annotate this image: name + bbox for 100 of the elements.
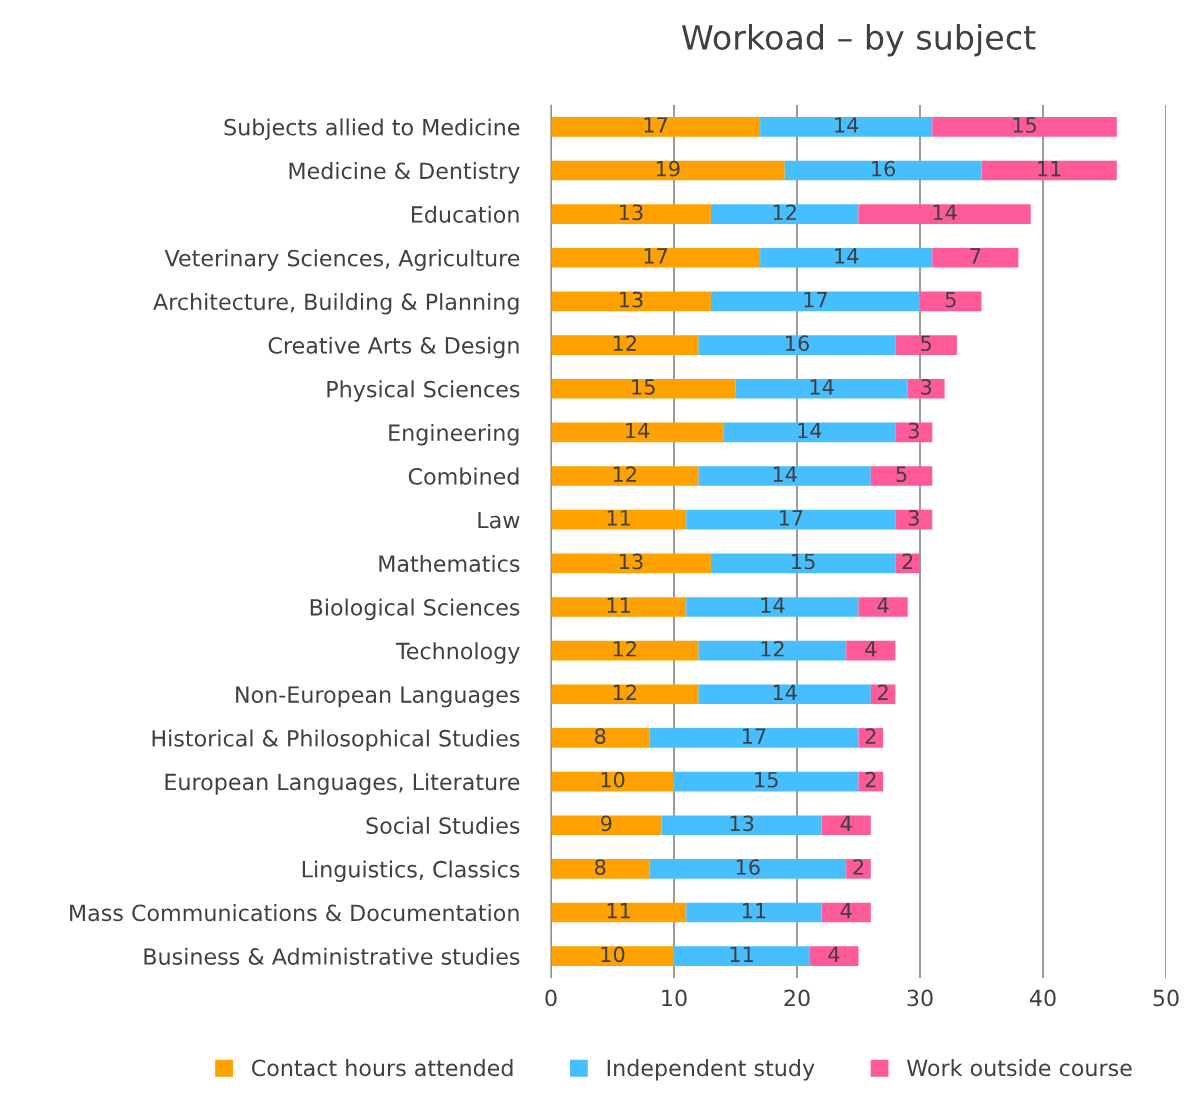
y-tick-label: Social Studies bbox=[366, 816, 520, 834]
data-label: 14 bbox=[835, 248, 859, 264]
y-tick-label: Technology bbox=[395, 642, 520, 664]
x-tick-label: 30 bbox=[907, 989, 933, 1007]
data-label: 11 bbox=[730, 946, 753, 962]
legend-label: Contact hours attended bbox=[251, 1059, 513, 1077]
bar bbox=[846, 859, 871, 879]
data-label: 5 bbox=[896, 466, 907, 483]
bar bbox=[661, 815, 822, 836]
bar bbox=[858, 597, 908, 617]
data-label: 12 bbox=[761, 640, 784, 657]
data-label: 11 bbox=[607, 597, 630, 613]
data-label: 17 bbox=[804, 291, 827, 308]
data-label: 8 bbox=[594, 728, 606, 744]
bar bbox=[551, 771, 674, 792]
data-label: 8 bbox=[594, 859, 606, 875]
y-tick-label: Linguistics, Classics bbox=[302, 860, 520, 882]
bar bbox=[858, 204, 1031, 224]
bar bbox=[698, 466, 871, 486]
data-label: 17 bbox=[644, 117, 668, 133]
data-label: 2 bbox=[878, 684, 888, 701]
x-tick-label: 10 bbox=[662, 989, 687, 1007]
data-label: 14 bbox=[773, 684, 797, 701]
bar bbox=[760, 247, 933, 268]
bar bbox=[920, 291, 982, 312]
data-label: 12 bbox=[613, 684, 636, 701]
data-label: 3 bbox=[908, 422, 919, 439]
legend-label: Work outside course bbox=[906, 1059, 1132, 1077]
data-label: 15 bbox=[1013, 117, 1036, 133]
data-label: 11 bbox=[607, 510, 630, 526]
bar bbox=[674, 771, 859, 792]
bar bbox=[932, 117, 1117, 137]
bar bbox=[858, 728, 884, 748]
y-tick-label: Engineering bbox=[389, 423, 519, 446]
data-label: 12 bbox=[613, 335, 636, 351]
bar bbox=[551, 204, 711, 224]
bar bbox=[551, 291, 711, 312]
chart-title: Workoad – by subject bbox=[681, 24, 1036, 57]
data-label: 9 bbox=[601, 815, 612, 832]
y-tick-label: Creative Arts & Design bbox=[268, 336, 519, 359]
data-label: 4 bbox=[877, 597, 889, 613]
bar bbox=[551, 422, 724, 443]
data-label: 12 bbox=[613, 640, 636, 657]
x-tick-label: 0 bbox=[545, 989, 557, 1007]
y-tick-label: Physical Sciences bbox=[327, 380, 520, 402]
bar bbox=[821, 902, 871, 923]
bar bbox=[710, 553, 896, 574]
data-label: 15 bbox=[632, 379, 655, 395]
y-tick-label: Non-European Languages bbox=[236, 686, 520, 708]
data-label: 2 bbox=[902, 553, 913, 570]
data-label: 15 bbox=[755, 772, 778, 788]
data-label: 15 bbox=[792, 553, 815, 570]
data-label: 2 bbox=[853, 859, 864, 875]
bar bbox=[870, 466, 933, 486]
data-label: 17 bbox=[742, 728, 766, 744]
y-tick-label: Law bbox=[478, 511, 520, 529]
data-label: 14 bbox=[933, 204, 957, 220]
bar bbox=[760, 117, 933, 137]
data-label: 4 bbox=[840, 815, 852, 831]
legend-label: Independent study bbox=[607, 1059, 815, 1081]
data-label: 3 bbox=[908, 509, 919, 526]
bar bbox=[551, 466, 699, 486]
y-tick-label: Architecture, Building & Planning bbox=[153, 292, 519, 315]
y-tick-label: European Languages, Literature bbox=[165, 773, 520, 795]
data-label: 11 bbox=[607, 903, 630, 919]
data-label: 5 bbox=[921, 335, 931, 352]
x-tick-label: 20 bbox=[784, 989, 810, 1007]
data-label: 10 bbox=[601, 946, 625, 963]
data-label: 11 bbox=[1038, 161, 1061, 177]
data-label: 13 bbox=[730, 815, 754, 832]
bar bbox=[723, 422, 896, 443]
data-label: 13 bbox=[619, 291, 643, 308]
x-tick-label: 40 bbox=[1029, 989, 1056, 1007]
data-label: 13 bbox=[619, 553, 643, 570]
y-tick-label: Historical & Philosophical Studies bbox=[152, 729, 520, 751]
data-label: 14 bbox=[761, 597, 785, 613]
bar bbox=[735, 378, 908, 399]
bar bbox=[551, 728, 650, 748]
bar bbox=[551, 553, 711, 574]
bar bbox=[698, 335, 896, 355]
bar bbox=[649, 859, 847, 879]
bar bbox=[907, 378, 945, 399]
y-tick-label: Combined bbox=[408, 467, 519, 485]
y-tick-label: Business & Administrative studies bbox=[144, 947, 520, 965]
bar bbox=[551, 902, 687, 923]
data-label: 19 bbox=[656, 160, 680, 177]
data-label: 14 bbox=[626, 422, 650, 439]
bar bbox=[686, 597, 859, 617]
data-label: 12 bbox=[613, 466, 636, 482]
data-label: 16 bbox=[786, 335, 809, 352]
data-label: 14 bbox=[835, 117, 859, 133]
bar bbox=[846, 640, 896, 661]
data-label: 14 bbox=[810, 379, 834, 395]
bar bbox=[686, 902, 822, 923]
bar bbox=[551, 859, 650, 879]
bar bbox=[551, 378, 736, 399]
bar bbox=[895, 335, 957, 355]
bar bbox=[698, 684, 871, 705]
data-label: 14 bbox=[798, 422, 822, 439]
data-label: 4 bbox=[865, 641, 877, 657]
